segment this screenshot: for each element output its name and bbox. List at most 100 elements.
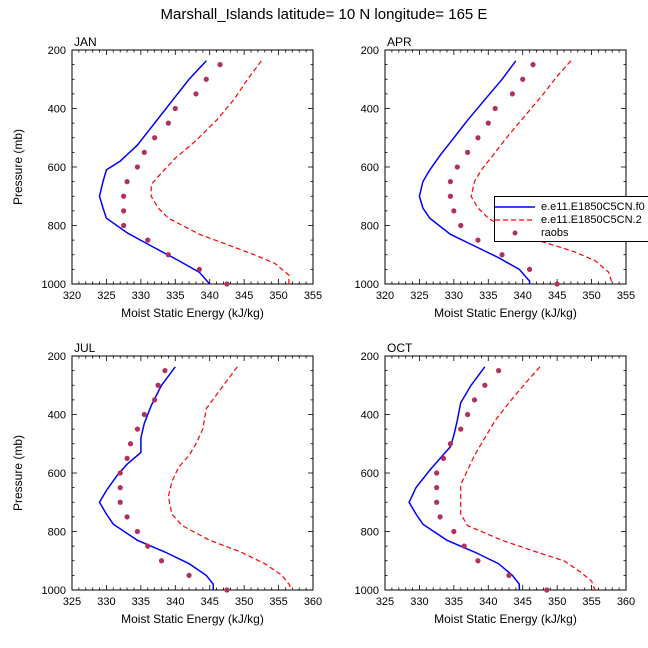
panel-label-jan: JAN [74,35,97,49]
plot-frame-jul [71,355,314,591]
x-tick-label: 335 [132,596,150,608]
raobs-point-jan [165,252,171,258]
raobs-point-oct [465,411,471,418]
y-tick-label: 200 [48,45,66,57]
y-tick-label: 600 [361,468,379,480]
raobs-point-apr [520,76,526,82]
raobs-point-jul [186,572,192,578]
x-tick-label: 330 [410,596,428,608]
raobs-point-oct [447,441,454,447]
y-tick-label: 1000 [42,279,66,291]
y-tick-label: 1000 [355,585,379,597]
raobs-point-apr [451,208,457,214]
raobs-point-oct [434,485,440,491]
raobs-point-jul [117,485,123,491]
legend: e.e11.E1850C5CN.f0 e.e11.E1850C5CN.2 rao… [494,196,648,242]
y-tick-label: 1000 [355,279,379,291]
y-tick-label: 800 [48,527,66,539]
raobs-point-jan [217,62,223,68]
series-line-dashed-jul [167,366,293,591]
raobs-point-jul [141,411,147,418]
y-tick-label: 600 [361,162,379,174]
raobs-point-oct [506,572,512,578]
legend-label: raobs [541,226,569,239]
x-tick-label: 330 [445,290,463,302]
panel-label-apr: APR [387,35,412,49]
raobs-point-jul [124,514,130,520]
x-tick-label: 360 [304,596,322,608]
raobs-point-jan [124,179,130,185]
raobs-point-apr [447,193,454,199]
x-tick-label: 345 [514,596,532,608]
plot-frame-apr [384,49,627,285]
x-tick-label: 350 [235,596,253,608]
raobs-point-jul [152,397,158,403]
legend-swatch-dot [512,230,518,235]
series-line-f0-jul [98,366,214,590]
raobs-point-oct [440,455,447,461]
x-tick-label: 360 [617,596,635,608]
raobs-point-jan [141,149,147,155]
x-tick-label: 320 [376,290,394,302]
raobs-point-apr [475,237,481,243]
raobs-point-jan [165,120,171,126]
y-tick-label: 200 [48,351,66,363]
raobs-point-oct [471,397,478,403]
raobs-point-apr [499,252,505,258]
y-tick-label: 200 [361,351,379,363]
legend-swatch-solid [495,205,535,208]
legend-label: e.e11.E1850C5CN.f0 [541,200,645,213]
raobs-point-apr [527,266,533,272]
raobs-point-apr [554,281,560,287]
y-tick-label: 400 [48,410,66,422]
y-tick-label: 800 [361,221,379,233]
x-tick-label: 330 [97,596,115,608]
x-tick-label: 355 [304,290,322,302]
x-tick-label: 335 [479,290,497,302]
raobs-point-apr [465,149,471,155]
x-tick-label: 345 [548,290,566,302]
x-tick-label: 325 [97,290,115,302]
raobs-point-jul [117,499,123,505]
raobs-point-jan [145,237,151,243]
y-tick-label: 400 [361,410,379,422]
raobs-point-apr [530,62,536,68]
raobs-point-jul [134,426,141,432]
y-tick-label: 1000 [42,585,66,597]
x-tick-label: 350 [548,596,566,608]
x-tick-label: 325 [63,596,81,608]
y-tick-label: 400 [48,104,66,116]
x-tick-label: 355 [617,290,635,302]
x-tick-label: 355 [269,596,287,608]
x-tick-label: 340 [166,596,184,608]
x-tick-label: 340 [514,290,532,302]
y-tick-label: 800 [361,527,379,539]
raobs-point-apr [454,164,460,170]
x-tick-label: 330 [132,290,150,302]
x-axis-label: Moist Static Energy (kJ/kg) [121,612,264,626]
raobs-point-oct [475,558,481,564]
raobs-point-jul [224,587,230,593]
raobs-point-jan [193,91,199,97]
raobs-point-jan [196,266,202,272]
plot-frame-jan [71,49,314,285]
series-line-dashed-jan [150,60,290,284]
raobs-point-jan [152,135,158,141]
legend-swatch-dashed [495,218,535,221]
x-tick-label: 345 [235,290,253,302]
raobs-point-jul [158,558,165,564]
x-axis-label: Moist Static Energy (kJ/kg) [434,612,577,626]
x-tick-label: 340 [201,290,219,302]
raobs-point-apr [458,222,464,229]
raobs-point-jan [172,105,178,112]
legend-item-raobs: raobs [495,226,569,239]
series-line-dashed-oct [460,366,596,591]
x-tick-label: 350 [269,290,287,302]
raobs-point-oct [437,514,443,520]
raobs-point-oct [434,470,440,476]
y-tick-label: 200 [361,45,379,57]
raobs-point-oct [461,543,467,549]
figure-title: Marshall_Islands latitude= 10 N longitud… [160,6,488,23]
raobs-point-jan [121,222,127,229]
